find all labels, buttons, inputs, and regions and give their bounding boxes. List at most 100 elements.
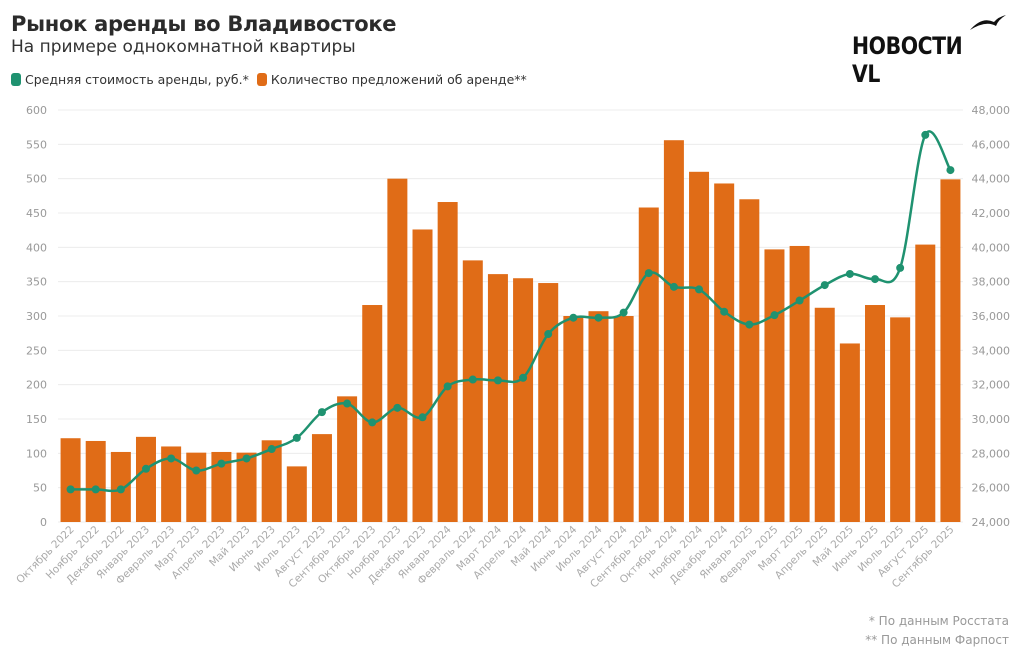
chart-title: Рынок аренды во Владивостоке [11,12,397,36]
bar [865,305,886,522]
bar [487,274,508,522]
left-axis-tick: 50 [33,482,47,495]
bar [739,199,760,522]
left-axis-tick: 250 [26,344,47,357]
legend-item-offers[interactable]: Количество предложений об аренде** [256,72,527,87]
price-point [795,296,804,305]
bar [85,440,106,522]
price-point [594,313,603,322]
price-point [519,373,528,382]
bar [60,438,81,522]
price-point [267,445,276,454]
bar [563,316,584,522]
price-point [695,285,704,294]
right-axis-tick: 36,000 [972,310,1011,323]
bar [311,434,332,522]
legend-label: Средняя стоимость аренды, руб.* [25,72,249,87]
price-point [217,459,226,468]
chart-subtitle: На примере однокомнатной квартиры [11,37,356,57]
price-point [317,408,326,417]
price-point [770,311,779,320]
bar [362,305,383,522]
bar [538,283,559,522]
left-axis-tick: 350 [26,276,47,289]
logo-text: НОВОСТИ VL [852,32,963,88]
bird-icon [970,15,1006,30]
price-point [896,263,905,272]
right-axis-tick: 34,000 [972,344,1011,357]
right-axis-tick: 26,000 [972,482,1011,495]
bar [714,183,735,522]
legend-swatch-orange [256,73,267,86]
left-axis-tick: 450 [26,207,47,220]
bar [915,244,936,522]
bar [412,229,433,523]
price-point [871,275,880,284]
bar [940,179,961,522]
bar [437,202,458,522]
price-point [242,454,251,463]
price-point [66,485,75,494]
right-axis-tick: 30,000 [972,413,1011,426]
bar [588,311,609,522]
legend-label: Количество предложений об аренде** [270,72,527,87]
price-point [921,130,930,139]
left-axis-tick: 500 [26,173,47,186]
bar [286,466,307,522]
right-axis-tick: 46,000 [972,138,1011,151]
bar [387,178,408,522]
footnote-rosstat: * По данным Росстата [868,614,1009,628]
left-axis-tick: 400 [26,241,47,254]
legend: Средняя стоимость аренды, руб.* Количест… [11,72,527,87]
legend-item-price[interactable]: Средняя стоимость аренды, руб.* [11,72,249,87]
price-point [443,382,452,391]
price-point [544,330,553,339]
right-axis-tick: 42,000 [972,207,1011,220]
bar [890,317,911,522]
price-point [343,399,352,408]
price-point [669,282,678,291]
right-axis-tick: 24,000 [972,516,1011,529]
bar [186,452,207,522]
bar [839,343,860,522]
right-axis-tick: 32,000 [972,379,1011,392]
price-point [368,418,377,427]
price-point [167,454,176,463]
left-axis-tick: 0 [40,516,47,529]
price-point [141,464,150,473]
bar [161,446,182,522]
bar [236,452,257,522]
price-point [745,320,754,329]
legend-swatch-green [11,73,21,86]
bar [764,249,785,523]
bar [814,307,835,522]
right-axis-tick: 44,000 [972,173,1011,186]
bar [638,207,659,523]
left-axis-tick: 300 [26,310,47,323]
price-point [569,313,578,322]
bar [261,440,282,522]
price-point [116,485,125,494]
right-axis-tick: 38,000 [972,276,1011,289]
left-axis-tick: 600 [26,104,47,117]
bar [689,171,710,523]
price-point [644,269,653,278]
right-axis-tick: 28,000 [972,447,1011,460]
price-point [418,413,427,422]
price-point [720,307,729,316]
price-point [493,376,502,385]
bar [135,436,156,522]
price-point [619,308,628,317]
price-point [820,281,829,290]
left-axis-tick: 100 [26,447,47,460]
bar [613,316,634,522]
price-point [393,403,402,412]
left-axis-tick: 200 [26,379,47,392]
price-point [192,466,201,475]
bar [337,396,358,522]
left-axis-tick: 150 [26,413,47,426]
bar [211,451,232,522]
logo: НОВОСТИ VL [852,14,1012,88]
price-point [845,269,854,278]
